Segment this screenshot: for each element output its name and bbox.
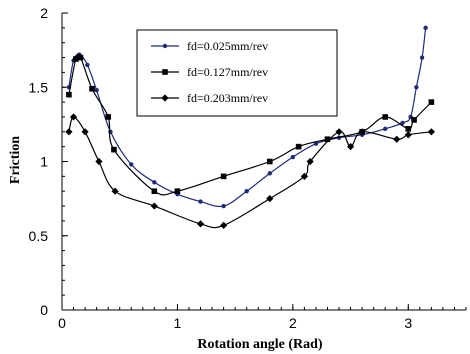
data-point xyxy=(89,85,95,92)
data-point xyxy=(290,154,296,160)
data-point xyxy=(152,180,157,185)
data-point xyxy=(220,221,228,229)
data-point xyxy=(220,173,227,180)
x-tick-label: 1 xyxy=(174,315,182,331)
data-point xyxy=(266,158,273,165)
data-point xyxy=(335,128,343,136)
y-tick-label: 1 xyxy=(40,154,48,170)
data-point xyxy=(95,157,103,166)
data-point xyxy=(150,202,158,210)
y-tick-label: 0 xyxy=(40,302,48,318)
data-point xyxy=(174,188,181,194)
series-3 xyxy=(65,113,435,229)
data-point xyxy=(94,88,99,93)
x-tick-label: 2 xyxy=(289,315,297,331)
y-tick-label: 0.5 xyxy=(29,228,49,244)
series-2 xyxy=(66,53,435,196)
data-point xyxy=(295,143,302,150)
legend-label: fd=0.025mm/rev xyxy=(187,39,268,53)
data-point xyxy=(73,56,79,62)
data-point xyxy=(196,220,205,228)
y-tick-label: 1.5 xyxy=(29,79,49,95)
data-point xyxy=(151,188,158,194)
data-point xyxy=(65,128,73,136)
data-point xyxy=(427,128,435,136)
legend-label: fd=0.127mm/rev xyxy=(187,65,268,79)
data-point xyxy=(428,99,435,105)
data-point xyxy=(400,120,405,126)
data-point xyxy=(414,85,419,90)
x-tick-label: 3 xyxy=(404,315,412,331)
data-point xyxy=(383,126,388,132)
data-point xyxy=(411,117,417,123)
data-point xyxy=(244,189,249,194)
data-point xyxy=(300,172,308,180)
data-point xyxy=(66,91,72,98)
data-point xyxy=(267,171,272,176)
data-point xyxy=(221,203,226,209)
legend-marker xyxy=(162,43,168,49)
data-point xyxy=(324,136,331,143)
legend-marker xyxy=(161,94,169,102)
y-tick-label: 2 xyxy=(40,5,48,21)
legend-box xyxy=(136,29,338,117)
data-point xyxy=(81,128,89,136)
legend-label: fd=0.203mm/rev xyxy=(187,91,268,105)
data-point xyxy=(77,54,84,61)
data-point xyxy=(419,55,425,60)
data-point xyxy=(346,143,355,151)
data-point xyxy=(404,131,412,139)
x-tick-label: 0 xyxy=(58,315,66,331)
legend-item-1: fd=0.025mm/rev xyxy=(151,39,268,53)
series-layer xyxy=(65,25,435,229)
y-axis-label: Friction xyxy=(8,136,23,184)
data-point xyxy=(69,113,78,121)
data-point xyxy=(306,157,314,166)
data-point xyxy=(423,25,428,31)
data-point xyxy=(129,162,134,167)
data-point xyxy=(358,128,366,136)
data-point xyxy=(405,126,412,132)
data-point xyxy=(266,195,274,203)
legend-item-3: fd=0.203mm/rev xyxy=(151,91,268,105)
x-axis-label: Rotation angle (Rad) xyxy=(197,337,323,352)
data-point xyxy=(111,187,119,195)
legend-marker xyxy=(162,69,168,75)
data-point xyxy=(105,114,111,120)
data-point xyxy=(198,199,203,204)
legend: fd=0.025mm/rev fd=0.127mm/rev fd=0.203mm/r… xyxy=(136,29,338,117)
data-point xyxy=(111,146,117,153)
series-line xyxy=(68,116,432,229)
data-point xyxy=(382,114,388,120)
data-point xyxy=(393,135,401,143)
legend-item-2: fd=0.127mm/rev xyxy=(151,65,268,79)
data-point xyxy=(85,62,90,68)
axes: 0 1 2 3 0 0.5 1 1.5 2 xyxy=(29,5,467,331)
